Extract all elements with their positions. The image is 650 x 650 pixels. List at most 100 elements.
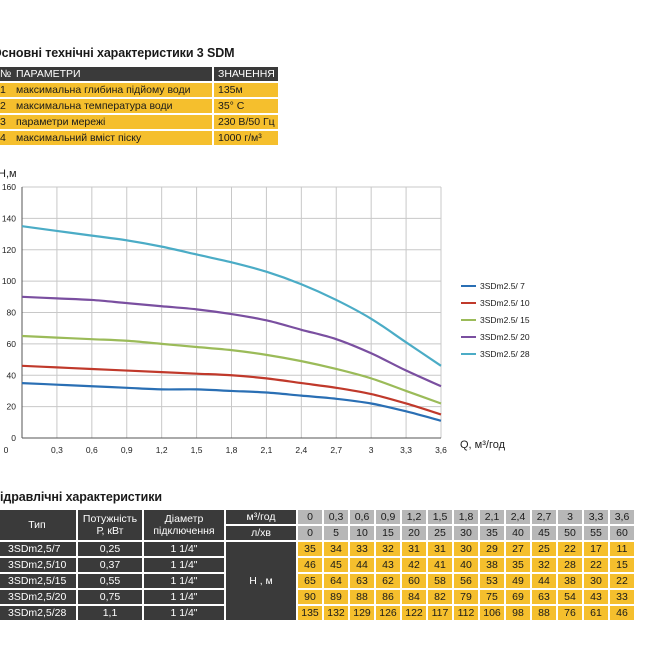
head-value-cell: 22 xyxy=(558,542,582,556)
legend-item: 3SDm2.5/ 15 xyxy=(461,311,530,328)
head-value-cell: 32 xyxy=(376,542,400,556)
head-value-cell: 46 xyxy=(610,606,634,620)
hyd-row-flow-l: л/хв 0 5 10 15 20 25 30 35 40 45 50 55 6… xyxy=(0,526,634,540)
y-tick-label: 140 xyxy=(2,213,16,223)
y-tick-label: 100 xyxy=(2,276,16,286)
y-tick-label: 60 xyxy=(7,339,17,349)
chart-legend: 3SDm2.5/ 7 3SDm2.5/ 10 3SDm2.5/ 15 3SDm2.5/… xyxy=(461,277,530,362)
head-value-cell: 82 xyxy=(428,590,452,604)
model-power-cell: 1,1 xyxy=(78,606,142,620)
head-value-cell: 25 xyxy=(532,542,556,556)
specs-row-num: 3 xyxy=(0,115,12,129)
specs-row-num: 4 xyxy=(0,131,12,145)
specs-row-num: 2 xyxy=(0,99,12,113)
flow-m3-cell: 2,4 xyxy=(506,510,530,524)
model-power-cell: 0,75 xyxy=(78,590,142,604)
specs-row: 4 максимальний вміст піску 1000 г/м³ xyxy=(0,131,278,145)
specs-row-value: 1000 г/м³ xyxy=(214,131,278,145)
y-tick-label: 120 xyxy=(2,245,16,255)
head-value-cell: 75 xyxy=(480,590,504,604)
specs-row-param: параметри мережі xyxy=(12,115,212,129)
hyd-model-row: 3SDm2,5/28 1,1 1 1/4" 135 132 129 126 122 117 112… xyxy=(0,606,634,620)
head-value-cell: 88 xyxy=(350,590,374,604)
series-line xyxy=(21,381,442,422)
y-axis-label: Н,м xyxy=(0,168,17,180)
model-diameter-cell: 1 1/4" xyxy=(144,574,224,588)
legend-label: 3SDm2.5/ 7 xyxy=(480,280,525,291)
specs-row-value: 35° С xyxy=(214,99,278,113)
hydraulics-body: 3SDm2,5/7 0,25 1 1/4" Н , м 35 34 33 32 31 31 30 29… xyxy=(0,542,634,620)
y-tick-label: 160 xyxy=(2,182,16,192)
head-value-cell: 30 xyxy=(584,574,608,588)
head-value-cell: 34 xyxy=(324,542,348,556)
head-value-cell: 17 xyxy=(584,542,608,556)
head-value-cell: 56 xyxy=(454,574,478,588)
flow-l-cell: 35 xyxy=(480,526,504,540)
specs-header-num: № xyxy=(0,67,12,81)
flow-m3-cell: 0,6 xyxy=(350,510,374,524)
flow-m3-cell: 0,9 xyxy=(376,510,400,524)
head-value-cell: 98 xyxy=(506,606,530,620)
head-value-cell: 33 xyxy=(350,542,374,556)
hyd-header-power: Потужність Р, кВт xyxy=(78,510,142,540)
head-value-cell: 129 xyxy=(350,606,374,620)
flow-l-cell: 20 xyxy=(402,526,426,540)
legend-swatch xyxy=(461,284,476,287)
hyd-header-unit-m3: м³/год xyxy=(226,510,296,524)
specs-title: Основні технічні характеристики 3 SDM xyxy=(0,46,235,60)
x-tick-label: 1,2 xyxy=(156,445,168,455)
head-value-cell: 45 xyxy=(324,558,348,572)
x-tick-label: 1,5 xyxy=(191,445,203,455)
head-value-cell: 117 xyxy=(428,606,452,620)
head-value-cell: 132 xyxy=(324,606,348,620)
head-value-cell: 58 xyxy=(428,574,452,588)
head-value-cell: 43 xyxy=(584,590,608,604)
series-line xyxy=(21,334,442,405)
head-value-cell: 44 xyxy=(532,574,556,588)
legend-swatch xyxy=(461,335,476,338)
head-value-cell: 33 xyxy=(610,590,634,604)
flow-m3-cell: 3,6 xyxy=(610,510,634,524)
head-value-cell: 29 xyxy=(480,542,504,556)
head-value-cell: 15 xyxy=(610,558,634,572)
hydraulics-title: Гідравлічні характеристики xyxy=(0,490,163,504)
flow-m3-cell: 3 xyxy=(558,510,582,524)
head-value-cell: 106 xyxy=(480,606,504,620)
model-type-cell: 3SDm2,5/28 xyxy=(0,606,76,620)
flow-l-cell: 50 xyxy=(558,526,582,540)
head-value-cell: 42 xyxy=(402,558,426,572)
head-value-cell: 135 xyxy=(298,606,322,620)
head-value-cell: 35 xyxy=(506,558,530,572)
x-tick-label: 0,6 xyxy=(86,445,98,455)
head-value-cell: 11 xyxy=(610,542,634,556)
specs-header-param: ПАРАМЕТРИ xyxy=(12,67,212,81)
x-tick-label: 3,3 xyxy=(400,445,412,455)
head-value-cell: 31 xyxy=(402,542,426,556)
head-value-cell: 22 xyxy=(610,574,634,588)
flow-m3-cell: 2,1 xyxy=(480,510,504,524)
specs-row-param: максимальна температура води xyxy=(12,99,212,113)
head-value-cell: 63 xyxy=(532,590,556,604)
hyd-header-type: Тип xyxy=(0,510,76,540)
head-value-cell: 63 xyxy=(350,574,374,588)
head-value-cell: 27 xyxy=(506,542,530,556)
head-value-cell: 69 xyxy=(506,590,530,604)
flow-l-cell: 0 xyxy=(298,526,322,540)
head-value-cell: 64 xyxy=(324,574,348,588)
flow-l-cell: 5 xyxy=(324,526,348,540)
flow-l-cell: 55 xyxy=(584,526,608,540)
head-value-cell: 43 xyxy=(376,558,400,572)
hyd-header-diameter: Діаметр підключення xyxy=(144,510,224,540)
hyd-model-row: 3SDm2,5/7 0,25 1 1/4" Н , м 35 34 33 32 31 31 30 29… xyxy=(0,542,634,620)
hyd-model-row: 3SDm2,5/20 0,75 1 1/4" 90 89 88 86 84 82 79 75 69 63… xyxy=(0,590,634,604)
flow-l-cell: 15 xyxy=(376,526,400,540)
legend-swatch xyxy=(461,352,476,355)
model-power-cell: 0,25 xyxy=(78,542,142,556)
x-tick-label: 3 xyxy=(369,445,374,455)
hyd-model-row: 3SDm2,5/15 0,55 1 1/4" 65 64 63 62 60 58 56 53 49 44… xyxy=(0,574,634,588)
flow-l-cell: 40 xyxy=(506,526,530,540)
y-tick-label: 20 xyxy=(7,402,17,412)
model-power-cell: 0,55 xyxy=(78,574,142,588)
y-tick-label: 0 xyxy=(11,433,16,443)
head-value-cell: 46 xyxy=(298,558,322,572)
